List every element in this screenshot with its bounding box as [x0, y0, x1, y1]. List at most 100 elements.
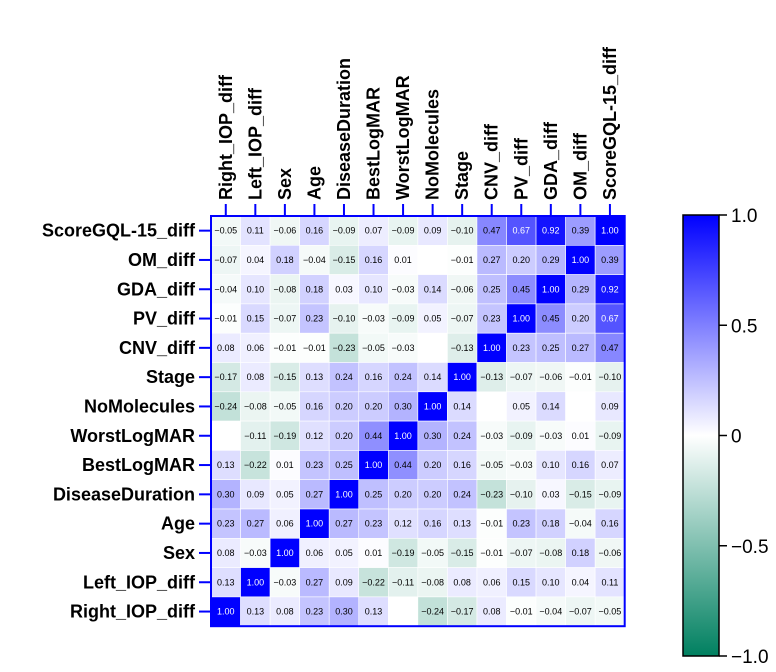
- heatmap-cell: [535, 537, 566, 568]
- cell-value-label: 1.00: [572, 255, 590, 265]
- heatmap-cell: [387, 508, 419, 539]
- cell-value-label: 0.16: [365, 372, 383, 382]
- cell-value-label: −0.01: [303, 343, 326, 353]
- cell-value-label: 0.01: [365, 548, 383, 558]
- cell-value-label: −0.22: [244, 460, 267, 470]
- cell-value-label: −0.05: [273, 401, 296, 411]
- cell-value-label: −0.10: [333, 314, 356, 324]
- heatmap-cell: [476, 215, 507, 246]
- heatmap-cell: [328, 450, 360, 480]
- cell-value-label: 0.25: [365, 489, 383, 499]
- row-label: Stage: [146, 367, 195, 387]
- heatmap-cell: [476, 508, 507, 539]
- heatmap-cell: [210, 303, 241, 334]
- heatmap-cell: [387, 362, 419, 393]
- heatmap-cell: [358, 479, 389, 510]
- cell-value-label: −0.05: [214, 226, 237, 236]
- heatmap-cell: [594, 508, 626, 539]
- cell-value-label: 0.20: [513, 255, 531, 265]
- column-label: NoMolecules: [423, 89, 443, 200]
- heatmap-cell: [240, 274, 271, 305]
- row-label: DiseaseDuration: [53, 484, 195, 504]
- heatmap-cell: [565, 479, 596, 510]
- heatmap-cell: [447, 450, 478, 480]
- cell-value-label: −0.07: [569, 607, 592, 617]
- heatmap-cell: [447, 274, 478, 305]
- heatmap-cell: [299, 303, 330, 334]
- cell-value-label: 0.16: [306, 226, 324, 236]
- cell-value-label: 0.27: [306, 577, 324, 587]
- heatmap-cell: [535, 332, 566, 363]
- heatmap-cell: [240, 479, 271, 510]
- column-label: DiseaseDuration: [334, 58, 354, 200]
- heatmap-cell: [299, 362, 330, 393]
- cell-value-label: 1.00: [513, 314, 531, 324]
- heatmap-cell: [358, 596, 389, 627]
- heatmap-cell: [447, 245, 478, 275]
- cell-value-label: −0.07: [214, 255, 237, 265]
- heatmap-cell: [358, 245, 389, 275]
- cell-value-label: −0.06: [599, 548, 622, 558]
- cell-value-label: −0.10: [451, 226, 474, 236]
- column-label: Left_IOP_diff: [245, 87, 265, 200]
- axis-ticks: [199, 204, 611, 613]
- row-label: Left_IOP_diff: [83, 572, 196, 592]
- cell-value-label: 0.14: [453, 401, 471, 411]
- cell-value-label: 0.14: [424, 372, 442, 382]
- cell-value-label: −0.04: [214, 284, 237, 294]
- cell-value-label: −0.24: [214, 401, 237, 411]
- heatmap-cell: [476, 332, 507, 363]
- cell-value-label: −0.01: [569, 372, 592, 382]
- heatmap-cell: [387, 303, 419, 334]
- cell-value-label: −0.11: [244, 431, 266, 441]
- heatmap-cell: [565, 450, 596, 480]
- cell-value-label: −0.03: [510, 460, 533, 470]
- heatmap-cell: [240, 391, 271, 422]
- cell-value-label: −0.07: [510, 548, 533, 558]
- cell-value-label: 0.15: [247, 314, 265, 324]
- cell-value-label: 0.06: [483, 577, 501, 587]
- cell-value-label: −0.09: [510, 431, 533, 441]
- cell-value-label: 0.39: [601, 255, 619, 265]
- row-label: GDA_diff: [117, 279, 196, 299]
- cell-value-label: −0.01: [451, 255, 474, 265]
- cell-value-label: 0.47: [601, 343, 619, 353]
- cell-value-label: −0.03: [539, 431, 562, 441]
- heatmap-cell: [447, 391, 478, 422]
- cell-value-label: −0.07: [273, 314, 296, 324]
- cell-value-label: 1.00: [424, 401, 442, 411]
- heatmap-cell: [358, 362, 389, 393]
- heatmap-cell: [594, 303, 626, 334]
- heatmap-cell: [240, 362, 271, 393]
- cell-value-label: 1.00: [453, 372, 471, 382]
- cell-value-label: 0.92: [542, 226, 560, 236]
- cell-value-label: −0.15: [333, 255, 356, 265]
- heatmap-cell: [565, 332, 596, 363]
- heatmap-cell: [358, 537, 389, 568]
- heatmap-cell: [328, 391, 360, 422]
- cell-value-label: −0.24: [421, 607, 444, 617]
- heatmap-cell: [417, 332, 448, 363]
- cell-value-label: 0.29: [572, 284, 590, 294]
- heatmap-cell: [417, 362, 448, 393]
- cell-value-label: 0.01: [572, 431, 590, 441]
- heatmap-cell: [358, 420, 389, 451]
- cell-value-label: 0.16: [306, 401, 324, 411]
- column-label: OM_diff: [570, 132, 590, 200]
- heatmap-cell: [387, 420, 419, 451]
- heatmap-cells: −0.05 0.11 −0.06 0.16 −0.09 0.07 −0.09 0.09 −0.1…: [210, 215, 626, 627]
- cell-value-label: −0.01: [510, 607, 533, 617]
- cell-value-label: 0.23: [513, 519, 531, 529]
- cell-value-label: −0.08: [421, 577, 444, 587]
- cell-value-label: 0.29: [542, 255, 560, 265]
- cell-value-label: 0.44: [365, 431, 383, 441]
- cell-value-label: 0.11: [247, 226, 264, 236]
- cell-value-label: −0.09: [333, 226, 356, 236]
- cell-value-label: 0.11: [602, 577, 619, 587]
- cell-value-label: −0.17: [451, 607, 474, 617]
- heatmap-cell: [594, 332, 626, 363]
- cell-value-label: −0.05: [480, 460, 503, 470]
- heatmap-cell: [240, 245, 271, 275]
- cell-value-label: 1.00: [335, 489, 353, 499]
- cell-value-label: −0.08: [244, 401, 267, 411]
